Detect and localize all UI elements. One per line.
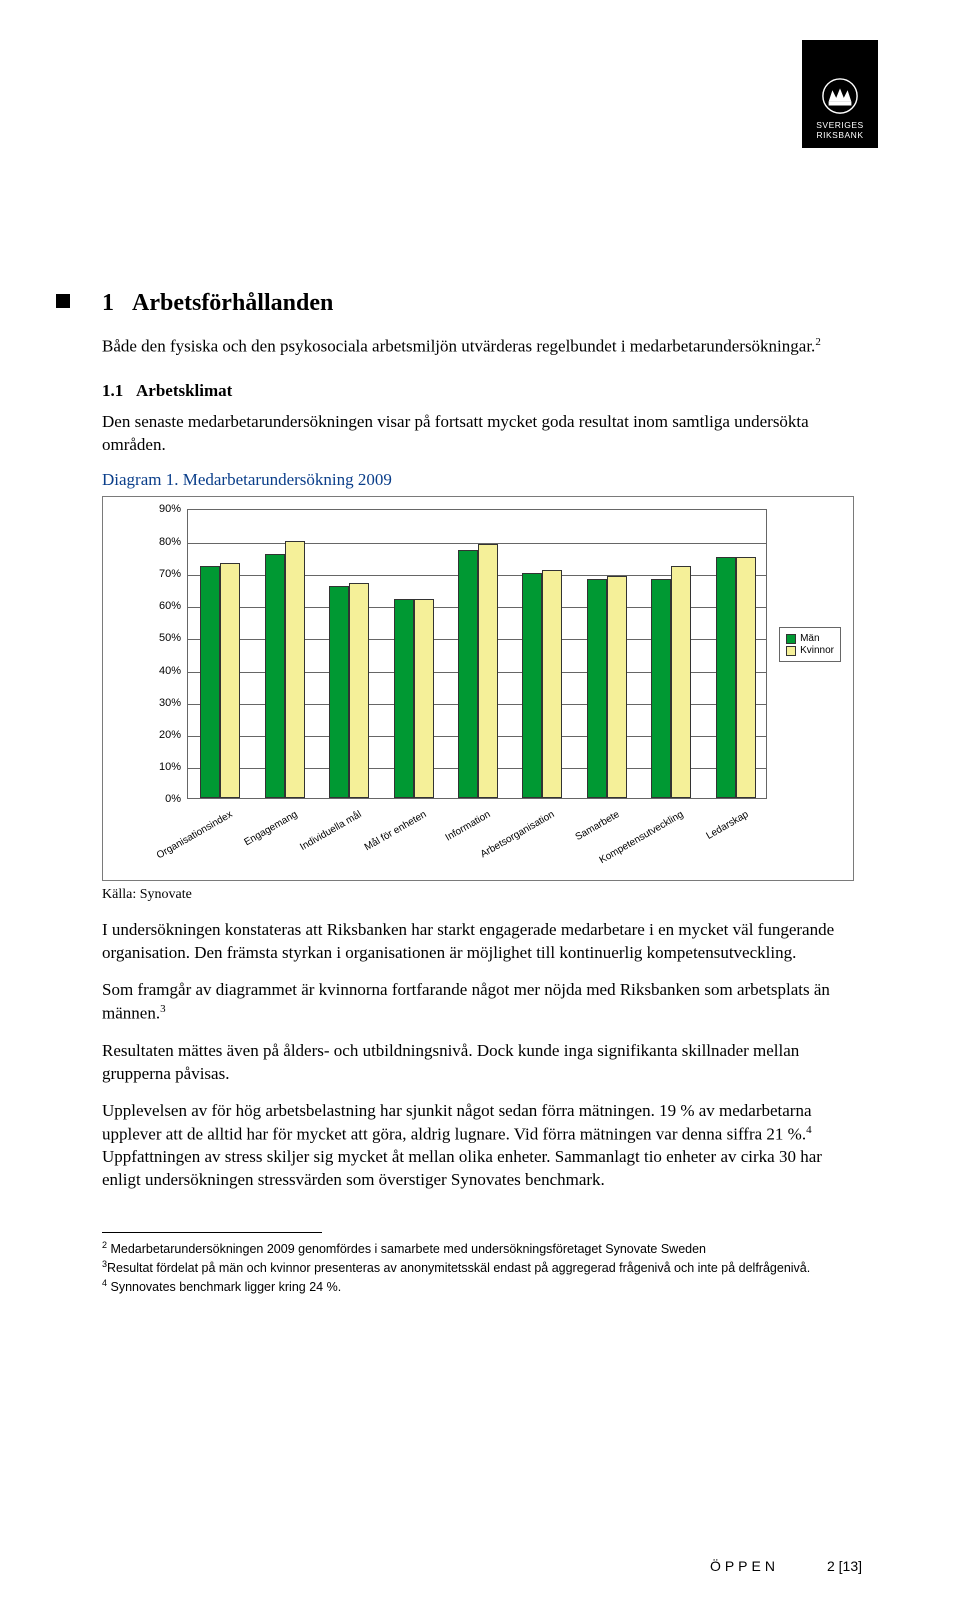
crown-icon: [821, 77, 859, 115]
bar-women: [671, 566, 691, 798]
section-marker: [56, 294, 70, 308]
footnote-2: 2 Medarbetarundersökningen 2009 genomför…: [102, 1239, 862, 1258]
y-axis-label: 90%: [151, 503, 181, 515]
bar-pair: [522, 570, 562, 799]
bar-men: [329, 586, 349, 799]
y-axis-label: 60%: [151, 600, 181, 612]
footer-page: 2 [13]: [827, 1558, 862, 1574]
body-para-3: Resultaten mättes även på ålders- och ut…: [102, 1040, 862, 1086]
bar-pair: [651, 566, 691, 798]
subsection-heading: 1.1 Arbetsklimat: [102, 381, 862, 401]
intro-paragraph: Både den fysiska och den psykosociala ar…: [102, 335, 862, 359]
bar-pair: [265, 541, 305, 799]
y-axis-label: 20%: [151, 729, 181, 741]
chart-source: Källa: Synovate: [102, 887, 862, 903]
bar-chart: Män Kvinnor 0% 10% 20% 30% 40% 50% 60% 70% 80% 90…: [102, 496, 854, 881]
diagram-title: Diagram 1. Medarbetarundersökning 2009: [102, 470, 862, 490]
footnote-divider: [102, 1232, 322, 1233]
body-para-4: Upplevelsen av för hög arbetsbelastning …: [102, 1100, 862, 1192]
subsection-intro: Den senaste medarbetarundersökningen vis…: [102, 411, 862, 457]
bar-women: [607, 576, 627, 798]
y-axis-label: 50%: [151, 632, 181, 644]
bar-women: [478, 544, 498, 799]
bar-pair: [716, 557, 756, 799]
y-axis-label: 10%: [151, 761, 181, 773]
bar-men: [458, 550, 478, 798]
legend-men: Män: [786, 633, 834, 644]
bar-women: [414, 599, 434, 799]
footnote-3: 3Resultat fördelat på män och kvinnor pr…: [102, 1258, 862, 1277]
bar-men: [587, 579, 607, 798]
bar-men: [200, 566, 220, 798]
page-content: 1 Arbetsförhållanden Både den fysiska oc…: [102, 290, 862, 1296]
y-axis-label: 80%: [151, 536, 181, 548]
bar-men: [265, 554, 285, 799]
bar-pair: [394, 599, 434, 799]
section-heading: 1 Arbetsförhållanden: [102, 290, 862, 317]
bar-pair: [458, 544, 498, 799]
y-axis-label: 30%: [151, 697, 181, 709]
bar-women: [736, 557, 756, 799]
bar-pair: [587, 576, 627, 798]
y-axis-label: 70%: [151, 568, 181, 580]
bar-men: [394, 599, 414, 799]
bar-women: [220, 563, 240, 798]
logo-text: SVERIGESRIKSBANK: [816, 121, 863, 140]
footnote-4: 4 Synnovates benchmark ligger kring 24 %…: [102, 1277, 862, 1296]
bar-men: [651, 579, 671, 798]
bar-women: [285, 541, 305, 799]
y-axis-label: 40%: [151, 665, 181, 677]
bar-women: [349, 583, 369, 799]
body-para-2: Som framgår av diagrammet är kvinnorna f…: [102, 979, 862, 1026]
bar-women: [542, 570, 562, 799]
page-footer: ÖPPEN 2 [13]: [102, 1558, 862, 1574]
bar-men: [716, 557, 736, 799]
footer-label: ÖPPEN: [710, 1558, 779, 1574]
bar-men: [522, 573, 542, 799]
bar-pair: [329, 583, 369, 799]
y-axis-label: 0%: [151, 793, 181, 805]
chart-legend: Män Kvinnor: [779, 627, 841, 662]
bar-pair: [200, 563, 240, 798]
chart-plot-area: [187, 509, 767, 799]
legend-women: Kvinnor: [786, 645, 834, 656]
riksbank-logo: SVERIGESRIKSBANK: [802, 40, 878, 148]
body-para-1: I undersökningen konstateras att Riksban…: [102, 919, 862, 965]
